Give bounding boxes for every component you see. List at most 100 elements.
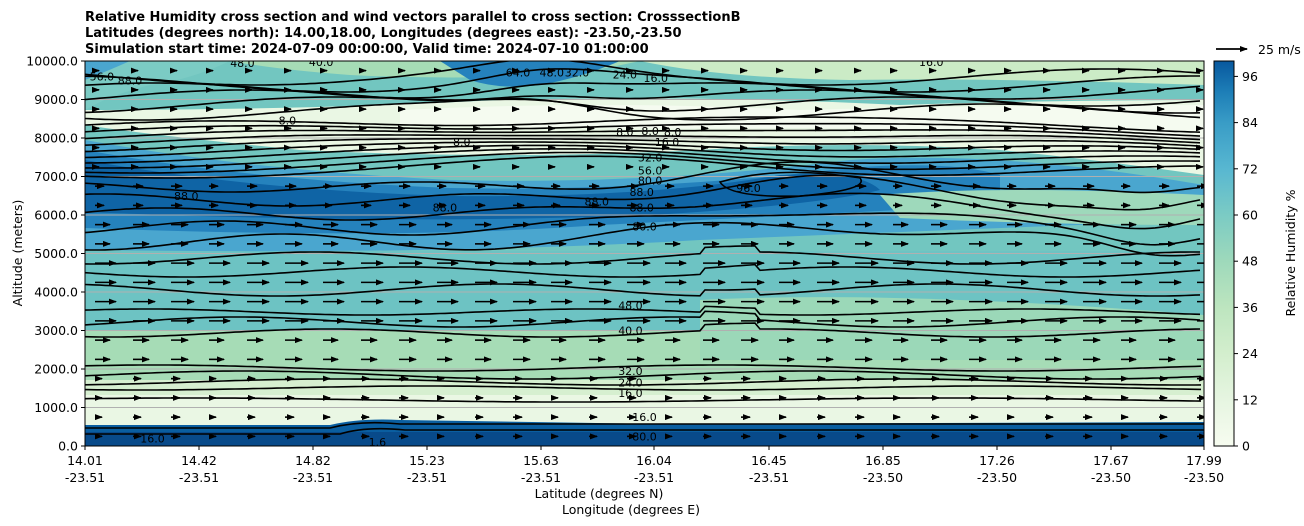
contour-label: 40.0 [309,56,334,69]
colorbar-ticks: 0 12 24 36 48 60 72 84 96 [1234,69,1258,454]
contour-line-mid [85,263,1201,278]
colorbar: 0 12 24 36 48 60 72 84 96 Relative Humidity % [1213,60,1298,454]
contour-label: 16.0 [655,136,680,149]
y-axis-ticks: 0.0 1000.0 2000.0 3000.0 4000.0 5000.0 6000.0 7… [26,54,85,454]
x-tick-label-lon: -23.50 [977,470,1017,485]
field-upper-right [640,61,1204,85]
contour-line-gradient [85,144,1201,164]
contour-line-gradient [85,148,1201,169]
x-axis-label-longitude: Longitude (degrees E) [562,502,700,517]
colorbar-tick-label: 36 [1242,300,1258,315]
contour-line-low [85,378,1202,386]
contour-label: 16.0 [919,56,944,69]
contour-label: 88.0 [584,196,609,209]
contour-label: 88.0 [433,201,458,214]
y-tick-label: 2000.0 [34,362,78,377]
y-tick-label: 10000.0 [26,54,78,69]
y-tick-label: 8000.0 [34,131,78,146]
chart-title-line-2: Latitudes (degrees north): 14.00,18.00, … [85,26,682,41]
chart-title-line-1: Relative Humidity cross section and wind… [85,10,741,25]
colorbar-tick-label: 84 [1242,115,1258,130]
contour-label: 24.0 [613,68,638,81]
x-tick-label-lat: 16.85 [865,453,901,468]
x-tick-label-lon: -23.50 [863,470,903,485]
contour-label: 88.0 [629,186,654,199]
colorbar-tick-label: 72 [1242,161,1258,176]
y-tick-label: 7000.0 [34,169,78,184]
x-tick-label-lon: -23.51 [407,470,447,485]
y-tick-label: 3000.0 [34,323,78,338]
contour-label: 32.0 [638,151,663,164]
x-tick-label-lat: 15.63 [523,453,559,468]
contour-line-moist [85,221,1201,257]
contour-line-upper [85,68,1200,93]
field-right-green-band [880,190,1204,225]
colorbar-tick-label: 96 [1242,69,1258,84]
x-tick-label-lon: -23.51 [179,470,219,485]
y-tick-label: 6000.0 [34,208,78,223]
contour-line-gradient [85,155,1200,179]
contour-label: 8.0 [279,115,297,128]
y-axis-label: Altitude (meters) [10,200,25,307]
contour-line-moist [85,212,1201,246]
contour-line-gradient [85,122,1201,137]
x-tick-label-lat: 14.42 [181,453,217,468]
x-tick-label-lon: -23.51 [749,470,789,485]
y-tick-label: 4000.0 [34,285,78,300]
contour-line-low [85,397,1202,403]
x-axis-label-latitude: Latitude (degrees N) [535,486,664,501]
contour-label: 56.0 [90,70,115,83]
x-tick-label-lat: 15.23 [409,453,445,468]
chart-title-line-3: Simulation start time: 2024-07-09 00:00:… [85,42,649,57]
contour-line-mid [85,283,1201,297]
colorbar-tick-label: 24 [1242,346,1258,361]
contour-label: 48.0 [539,67,564,80]
contour-label: 32.0 [618,365,643,378]
contour-label: 64.0 [506,67,531,80]
field-upper-left-moist [85,61,230,110]
contour-label: 8.0 [453,136,471,149]
x-tick-label-lon: -23.51 [65,470,105,485]
x-tick-label-lat: 14.01 [67,453,103,468]
x-axis-ticks: 14.01 -23.51 14.42 -23.51 14.82 -23.51 15.23 -2… [65,446,1224,485]
contour-label: 80.0 [632,221,657,234]
contour-label: 88.0 [118,74,143,87]
contour-line-gradient [85,134,1201,146]
y-tick-label: 5000.0 [34,246,78,261]
contour-line-upper [85,61,1201,86]
colorbar-tick-label: 60 [1242,208,1258,223]
x-tick-label-lon: -23.51 [293,470,333,485]
colorbar-gradient [1213,60,1235,447]
contour-line-surface [85,421,1204,429]
x-tick-label-lat: 16.04 [636,453,672,468]
field-layer-green-right [700,297,1204,360]
wind-key-label: 25 m/s [1258,42,1301,57]
colorbar-tick-label: 12 [1242,392,1258,407]
x-tick-label-lat: 14.82 [295,453,331,468]
x-tick-label-lon: -23.50 [1091,470,1131,485]
contour-line-surface [85,427,1204,435]
contour-label: 8.0 [616,126,634,139]
contour-label: 16.0 [643,72,668,85]
x-tick-label-lon: -23.51 [521,470,561,485]
contour-label: 80.0 [632,430,657,443]
contour-line-gradient [85,151,1200,174]
x-tick-label-lat: 17.99 [1186,453,1222,468]
humidity-field: 48.0 40.0 32.0 24.0 16.0 16.0 80.0 88.0 88.0 80.0… [85,56,1204,449]
contour-line-gradient [85,137,1201,153]
contour-label: 88.0 [174,190,199,203]
wind-vectors [92,67,1204,440]
contour-label: 8.0 [664,126,682,139]
field-upper-center-moist [440,61,620,87]
colorbar-tick-label: 0 [1242,439,1250,454]
colorbar-tick-label: 48 [1242,254,1258,269]
x-tick-label-lat: 17.67 [1093,453,1129,468]
contour-label: 1.6 [369,436,387,449]
contour-label: 48.0 [618,299,643,312]
contour-line-mid [85,305,1201,316]
contour-line-low [85,364,1202,372]
x-tick-label-lon: -23.50 [1184,470,1224,485]
contour-line-gradient [85,129,1201,141]
contour-labels: 48.0 40.0 32.0 24.0 16.0 16.0 80.0 88.0 88.0 80.0… [90,56,944,449]
